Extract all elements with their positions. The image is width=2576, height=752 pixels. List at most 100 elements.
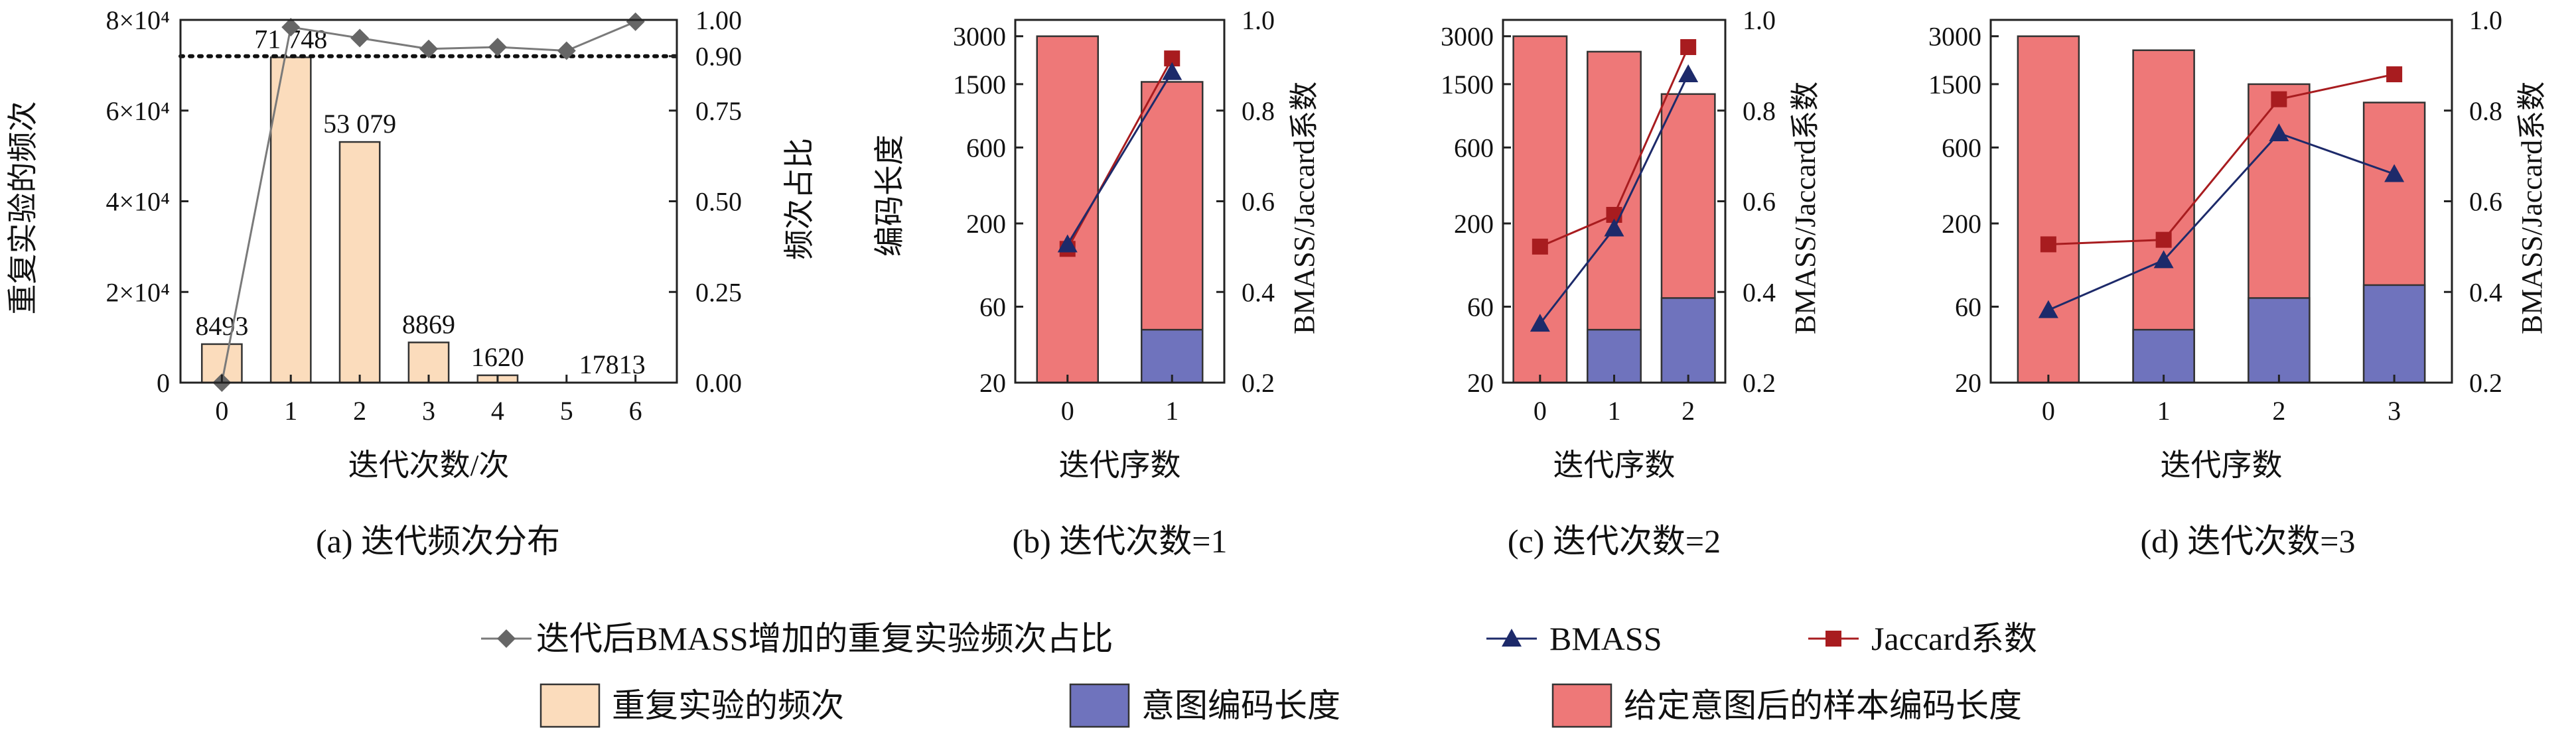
y-left-tick-label-c-1: 60 [1467,292,1494,322]
x-axis-label-c: 迭代序数 [1553,448,1676,482]
legend-marker-jaccard [1825,631,1841,647]
ratio-point-a-5 [557,41,576,60]
x-tick-label-d-1: 1 [2157,396,2171,426]
y-right-tick-label-a-2: 0.50 [695,187,742,217]
bar-a-2 [338,141,381,384]
jaccard-point-d-2 [2271,91,2287,107]
y-right-tick-label-a-4: 0.90 [695,42,742,72]
legend-label-freq: 重复实验的频次 [612,687,844,724]
y-right-tick-label-d-1: 0.4 [2469,277,2502,307]
bar-value-label-a-0: 8493 [195,311,248,341]
jaccard-point-d-1 [2155,231,2172,248]
y-left-tick-label-d-5: 3000 [1928,22,1981,52]
x-tick-label-a-6: 6 [629,396,642,426]
y-left-tick-label-a-0: 0 [157,368,170,398]
y-left-tick-label-b-1: 60 [979,292,1006,322]
bar-value-label-a-6: 17813 [579,349,646,379]
bmass-point-d-1 [2153,250,2174,269]
bmass-point-b-1 [1162,62,1182,80]
jaccard-point-d-0 [2040,236,2056,253]
y-left-tick-label-b-0: 20 [979,368,1006,398]
y-left-tick-label-b-3: 600 [966,133,1006,162]
bmass-point-c-0 [1530,314,1550,332]
bmass-point-d-2 [2269,123,2289,141]
ratio-point-a-2 [350,29,370,48]
legend-marker-bmass [1502,629,1522,647]
bar-value-label-a-3: 8869 [402,309,455,339]
panel-caption-b: (b) 迭代次数=1 [1013,523,1228,560]
x-tick-label-a-5: 5 [560,396,573,426]
x-tick-label-a-0: 0 [215,396,228,426]
ratio-point-a-3 [419,39,438,58]
legend-label-jaccard: Jaccard系数 [1871,620,2037,657]
y-left-tick-label-a-1: 2×10⁴ [106,277,170,307]
x-tick-label-d-3: 3 [2388,396,2401,426]
legend-label-ratio: 迭代后BMASS增加的重复实验频次占比 [536,620,1113,657]
legend-patch-intent [1069,683,1130,728]
legend-marker-ratio [497,629,516,648]
legend-patch-freq [539,683,601,728]
x-tick-label-d-0: 0 [2042,396,2055,426]
bar-value-label-a-2: 53 079 [323,109,396,139]
bmass-line-b [1066,71,1173,245]
y-right-axis-label-a: 频次占比 [782,138,816,260]
ratio-point-a-1 [281,17,301,36]
x-tick-label-a-2: 2 [353,396,366,426]
y-left-tick-label-a-2: 4×10⁴ [106,187,170,217]
x-tick-label-d-2: 2 [2272,396,2285,426]
intent-bar-c-1 [1587,328,1642,384]
y-right-tick-label-a-0: 0.00 [695,368,742,398]
y-left-tick-label-b-4: 1500 [953,70,1006,99]
y-left-tick-label-a-4: 8×10⁴ [106,5,170,35]
y-right-tick-label-b-4: 1.0 [1242,5,1275,35]
legend-patch-sample [1551,683,1612,728]
ratio-point-a-4 [488,38,507,57]
y-right-tick-label-c-3: 0.8 [1743,96,1776,126]
y-right-tick-label-c-4: 1.0 [1743,5,1776,35]
y-right-tick-label-a-1: 0.25 [695,277,742,307]
bmass-point-d-0 [2038,300,2058,318]
y-left-axis-label-b: 编码长度 [873,135,906,257]
y-left-tick-label-c-2: 200 [1454,209,1494,239]
x-axis-label-b: 迭代序数 [1059,448,1181,482]
y-right-tick-label-c-1: 0.4 [1743,277,1776,307]
x-tick-label-a-1: 1 [284,396,297,426]
y-right-tick-label-d-4: 1.0 [2469,5,2502,35]
bar-value-label-a-4: 1620 [471,342,524,372]
y-left-tick-label-c-5: 3000 [1441,22,1494,52]
legend-label-bmass: BMASS [1549,620,1662,657]
y-right-tick-label-a-3: 0.75 [695,96,742,126]
jaccard-point-c-2 [1680,39,1697,56]
panel-caption-a: (a) 迭代频次分布 [316,523,560,560]
bmass-point-c-2 [1678,64,1699,83]
y-right-tick-label-d-2: 0.6 [2469,187,2502,217]
intent-bar-b-1 [1141,328,1204,384]
y-right-tick-label-c-2: 0.6 [1743,187,1776,217]
x-tick-label-a-3: 3 [422,396,435,426]
x-axis-label-a: 迭代次数/次 [348,448,510,482]
y-left-tick-label-d-3: 600 [1942,133,1981,162]
y-left-tick-label-b-5: 3000 [953,22,1006,52]
y-left-tick-label-c-4: 1500 [1441,70,1494,99]
bar-a-1 [269,56,312,384]
x-tick-label-c-0: 0 [1534,396,1547,426]
jaccard-line-d [2048,73,2395,245]
y-left-tick-label-a-3: 6×10⁴ [106,96,170,126]
intent-bar-d-2 [2248,297,2311,384]
y-right-tick-label-a-5: 1.00 [695,5,742,35]
y-right-tick-label-d-0: 0.2 [2469,368,2502,398]
y-right-axis-label-c: BMASS/Jaccard系数 [1789,82,1822,334]
panel-caption-d: (d) 迭代次数=3 [2141,523,2356,560]
x-tick-label-c-1: 1 [1608,396,1621,426]
y-right-tick-label-b-1: 0.4 [1242,277,1275,307]
legend-label-intent: 意图编码长度 [1141,687,1340,724]
y-left-tick-label-c-0: 20 [1467,368,1494,398]
y-right-axis-label-b: BMASS/Jaccard系数 [1288,82,1321,334]
jaccard-point-d-3 [2386,66,2403,83]
legend-label-sample: 给定意图后的样本编码长度 [1624,687,2022,724]
y-left-tick-label-d-0: 20 [1955,368,1981,398]
jaccard-point-c-0 [1532,238,1548,255]
x-tick-label-b-1: 1 [1165,396,1179,426]
